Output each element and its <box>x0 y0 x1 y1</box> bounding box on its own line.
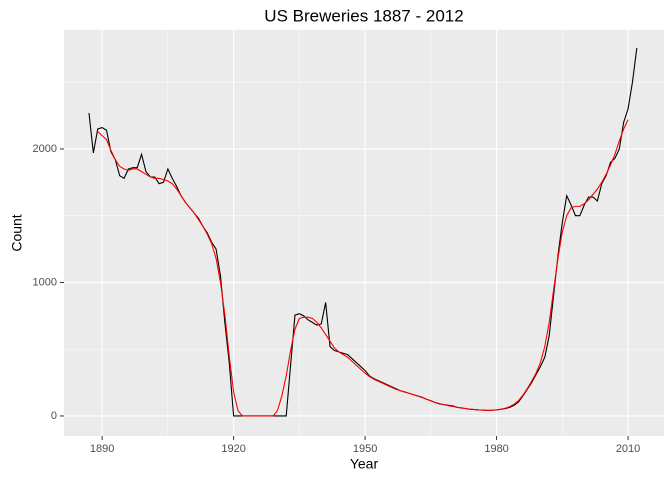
y-tick-label: 0 <box>51 410 57 422</box>
x-tick-label: 2010 <box>616 443 640 455</box>
y-tick-label: 1000 <box>33 276 57 288</box>
x-tick-label: 1950 <box>353 443 377 455</box>
marks <box>88 47 638 417</box>
x-tick-label: 1980 <box>484 443 508 455</box>
grid <box>64 30 664 436</box>
chart-title: US Breweries 1887 - 2012 <box>264 6 463 25</box>
y-axis-label: Count <box>9 214 25 251</box>
panel <box>64 30 664 436</box>
y-tick-label: 2000 <box>33 143 57 155</box>
x-tick-label: 1890 <box>90 443 114 455</box>
x-tick-label: 1920 <box>221 443 245 455</box>
series-line <box>97 119 629 417</box>
x-axis-label: Year <box>350 456 379 472</box>
